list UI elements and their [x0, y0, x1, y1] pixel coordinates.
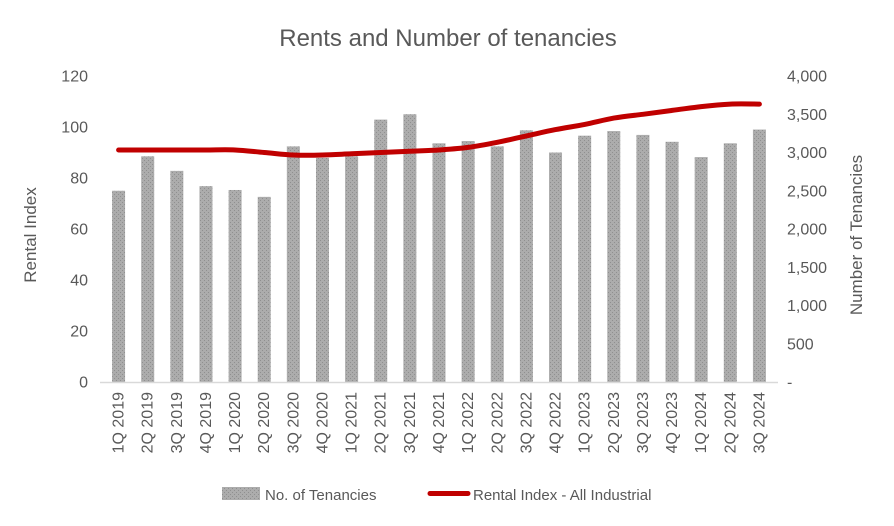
x-axis-label: 2Q 2019 [140, 392, 157, 453]
tenancies-bar [403, 114, 417, 382]
x-axis-label: 2Q 2020 [256, 392, 273, 453]
right-axis-tick-label: 3,000 [787, 145, 827, 162]
tenancies-bar [723, 143, 737, 382]
x-axis-label: 3Q 2020 [285, 392, 302, 453]
tenancies-bar [141, 156, 155, 382]
x-axis-label: 4Q 2021 [431, 392, 448, 453]
tenancies-bar [636, 134, 650, 382]
tenancies-bar [199, 186, 213, 382]
left-axis-tick-label: 20 [70, 324, 88, 341]
right-axis-title: Number of Tenancies [847, 155, 866, 315]
tenancies-bar [112, 190, 126, 382]
chart-title: Rents and Number of tenancies [279, 25, 617, 52]
tenancies-bar [694, 157, 708, 382]
tenancies-bar [345, 156, 359, 382]
x-axis-label: 3Q 2021 [402, 392, 419, 453]
right-axis-tick-label: 500 [787, 336, 814, 353]
tenancies-bar-series [112, 114, 766, 382]
tenancies-bar [578, 135, 592, 382]
tenancies-bar [519, 130, 533, 382]
x-axis-label: 4Q 2023 [664, 392, 681, 453]
right-axis-ticks: - 500 1,000 1,500 2,000 2,500 3,000 3,500 4,000 [787, 69, 827, 392]
right-axis-tick-label: 3,500 [787, 107, 827, 124]
legend: No. of Tenancies Rental Index - All Indu… [222, 487, 651, 504]
tenancies-bar [490, 146, 504, 382]
x-axis-label: 1Q 2020 [227, 392, 244, 453]
tenancies-bar [315, 157, 329, 382]
right-axis-tick-label: - [787, 375, 792, 392]
x-axis-label: 2Q 2022 [489, 392, 506, 453]
left-axis-tick-label: 60 [70, 222, 88, 239]
right-axis-tick-label: 4,000 [787, 69, 827, 86]
tenancies-bar [374, 119, 388, 382]
left-axis-title: Rental Index [21, 187, 40, 283]
x-axis-label: 4Q 2020 [314, 392, 331, 453]
left-axis-tick-label: 0 [79, 375, 88, 392]
left-axis-tick-label: 40 [70, 273, 88, 290]
x-axis-label: 4Q 2019 [198, 392, 215, 453]
tenancies-legend-swatch [222, 487, 260, 500]
x-axis-label: 1Q 2023 [577, 392, 594, 453]
left-axis-tick-label: 120 [61, 69, 88, 86]
tenancies-bar [286, 146, 300, 382]
x-axis-label: 1Q 2022 [460, 392, 477, 453]
x-axis-label: 3Q 2023 [635, 392, 652, 453]
x-axis-labels: 1Q 2019 2Q 2019 3Q 2019 4Q 2019 1Q 2020 2Q 20… [111, 392, 769, 453]
tenancies-bar [432, 143, 446, 382]
x-axis-label: 2Q 2021 [373, 392, 390, 453]
x-axis-label: 2Q 2023 [606, 392, 623, 453]
tenancies-bar [549, 152, 563, 382]
x-axis-label: 3Q 2024 [751, 392, 768, 453]
tenancies-bar [607, 131, 621, 382]
rental-index-legend-label: Rental Index - All Industrial [473, 487, 651, 504]
tenancies-bar [752, 129, 766, 382]
x-axis-label: 1Q 2024 [693, 392, 710, 453]
tenancies-bar [257, 196, 271, 382]
x-axis-label: 3Q 2022 [518, 392, 535, 453]
tenancies-legend-label: No. of Tenancies [265, 487, 376, 504]
left-axis-tick-label: 100 [61, 120, 88, 137]
x-axis-label: 4Q 2022 [548, 392, 565, 453]
x-axis-label: 2Q 2024 [722, 392, 739, 453]
x-axis-label: 1Q 2019 [111, 392, 128, 453]
right-axis-tick-label: 2,000 [787, 222, 827, 239]
right-axis-tick-label: 1,500 [787, 260, 827, 277]
left-axis-ticks: 0 20 40 60 80 100 120 [61, 69, 88, 392]
tenancies-bar [170, 170, 184, 382]
right-axis-tick-label: 1,000 [787, 298, 827, 315]
right-axis-tick-label: 2,500 [787, 183, 827, 200]
tenancies-bar [461, 141, 475, 382]
tenancies-bar [665, 141, 679, 382]
tenancies-bar [228, 189, 242, 382]
left-axis-tick-label: 80 [70, 171, 88, 188]
x-axis-label: 1Q 2021 [344, 392, 361, 453]
x-axis-label: 3Q 2019 [169, 392, 186, 453]
rental-index-line [116, 101, 762, 158]
